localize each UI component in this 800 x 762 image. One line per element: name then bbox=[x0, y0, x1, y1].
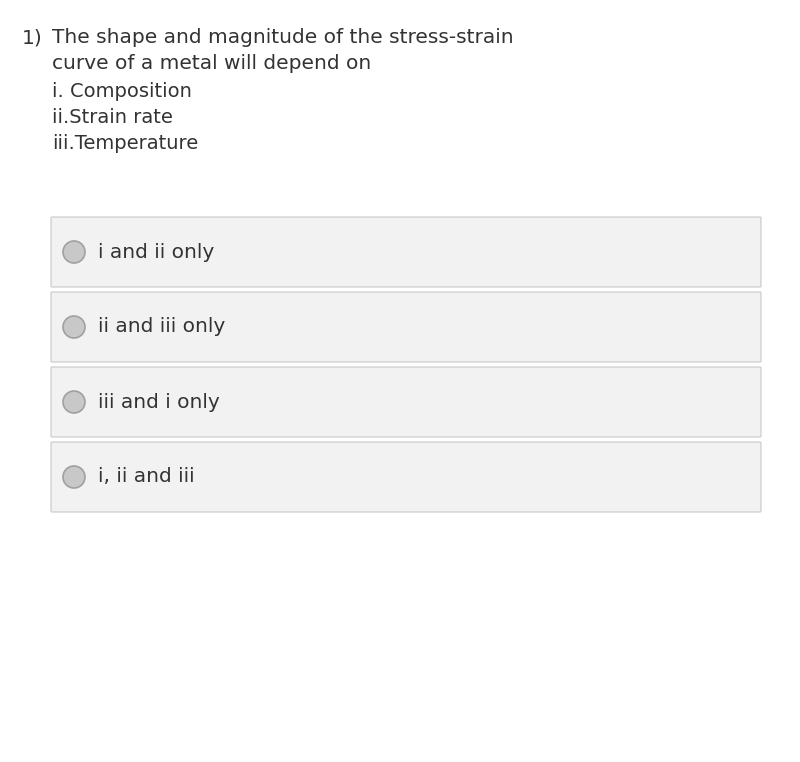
Text: i, ii and iii: i, ii and iii bbox=[98, 468, 194, 486]
Text: i. Composition: i. Composition bbox=[52, 82, 192, 101]
Circle shape bbox=[63, 241, 85, 263]
Circle shape bbox=[63, 316, 85, 338]
FancyBboxPatch shape bbox=[51, 217, 761, 287]
FancyBboxPatch shape bbox=[51, 367, 761, 437]
Text: iii and i only: iii and i only bbox=[98, 392, 220, 411]
Circle shape bbox=[63, 391, 85, 413]
Text: curve of a metal will depend on: curve of a metal will depend on bbox=[52, 54, 371, 73]
Text: ii and iii only: ii and iii only bbox=[98, 318, 226, 337]
Text: iii.Temperature: iii.Temperature bbox=[52, 134, 198, 153]
Text: The shape and magnitude of the stress-strain: The shape and magnitude of the stress-st… bbox=[52, 28, 514, 47]
Circle shape bbox=[63, 466, 85, 488]
FancyBboxPatch shape bbox=[51, 292, 761, 362]
Text: i and ii only: i and ii only bbox=[98, 242, 214, 261]
Text: 1): 1) bbox=[22, 28, 42, 47]
FancyBboxPatch shape bbox=[51, 442, 761, 512]
Text: ii.Strain rate: ii.Strain rate bbox=[52, 108, 173, 127]
